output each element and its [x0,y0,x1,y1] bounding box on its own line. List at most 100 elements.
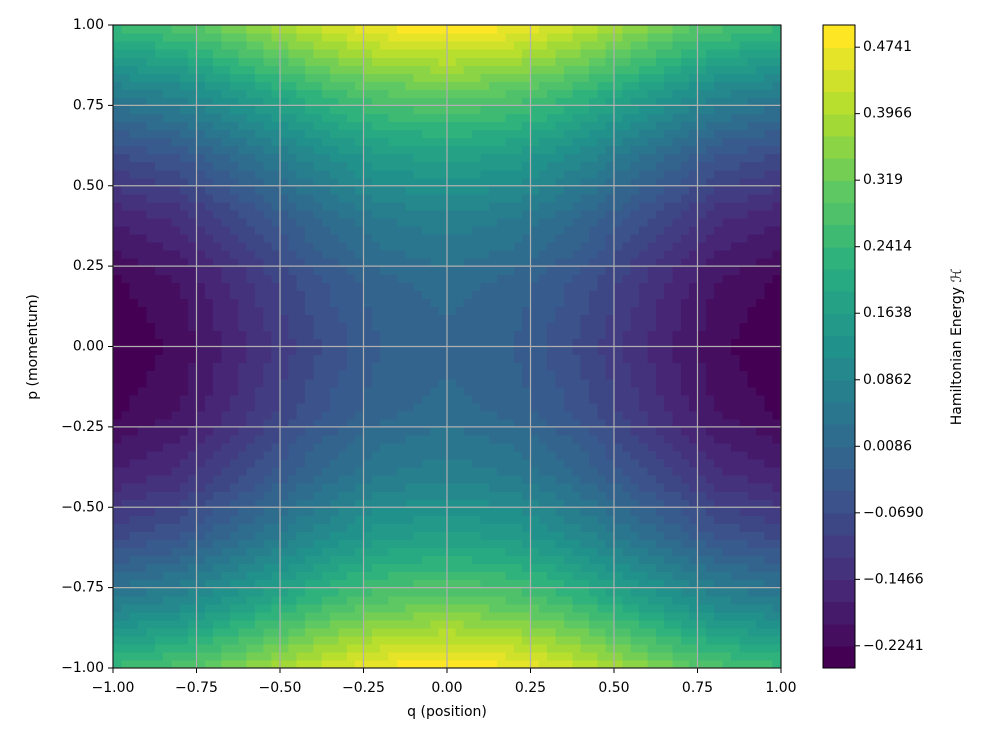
contour-cell [680,595,690,605]
contour-cell [221,410,231,420]
contour-cell [555,354,565,364]
contour-cell [305,459,314,468]
contour-cell [371,290,381,299]
contour-cell [313,579,323,589]
contour-cell [288,314,298,323]
contour-cell [588,346,598,356]
contour-cell [204,442,214,452]
contour-cell [488,563,498,573]
contour-cell [630,459,640,468]
contour-cell [254,209,264,219]
contour-cell [121,402,131,412]
contour-cell [296,523,306,532]
contour-cell [480,185,490,195]
contour-cell [605,603,615,613]
contour-cell [163,651,173,661]
contour-cell [213,378,223,388]
contour-cell [221,378,231,388]
contour-cell [680,217,690,227]
contour-cell [572,595,582,605]
contour-cell [563,169,573,179]
contour-cell [229,370,239,380]
contour-cell [463,475,473,484]
contour-cell [405,579,415,589]
contour-cell [538,346,548,356]
contour-cell [605,459,615,468]
contour-cell [538,507,548,516]
contour-cell [305,201,314,211]
contour-cell [622,161,632,171]
contour-cell [246,563,256,573]
contour-cell [497,475,507,484]
contour-cell [513,450,523,460]
contour-cell [522,201,532,211]
contour-cell [488,499,498,508]
contour-cell [630,635,640,645]
contour-cell [555,507,565,516]
contour-cell [455,258,465,267]
contour-cell [547,282,557,291]
contour-cell [396,258,406,267]
contour-cell [154,354,164,364]
contour-cell [163,201,173,211]
contour-cell [655,467,665,476]
contour-cell [430,563,440,573]
contour-cell [313,619,323,629]
contour-cell [396,467,406,476]
contour-cell [563,314,573,323]
contour-cell [388,611,398,621]
contour-cell [697,571,707,581]
contour-cell [171,378,181,388]
contour-cell [547,233,557,243]
contour-cell [739,266,749,275]
contour-cell [263,434,273,444]
contour-cell [572,643,582,653]
contour-cell [113,209,122,219]
contour-cell [597,434,607,444]
contour-cell [513,201,523,211]
contour-cell [580,185,590,195]
contour-cell [296,185,306,195]
contour-cell [739,258,749,267]
contour-cell [271,258,281,267]
contour-cell [547,177,557,187]
contour-cell [213,659,223,669]
contour-cell [538,266,548,275]
contour-cell [154,491,164,500]
contour-cell [313,290,323,299]
contour-cell [455,442,465,452]
contour-cell [213,266,223,275]
contour-cell [647,523,657,532]
contour-cell [421,475,431,484]
contour-cell [121,531,131,540]
contour-cell [530,611,540,621]
contour-cell [363,306,373,315]
contour-cell [547,563,557,573]
contour-cell [204,611,214,621]
contour-cell [463,483,473,492]
contour-cell [714,298,724,307]
contour-cell [572,169,582,179]
contour-cell [563,651,573,661]
contour-cell [305,587,314,597]
contour-cell [772,426,782,436]
contour-cell [363,611,373,621]
contour-cell [563,659,573,669]
contour-cell [447,587,456,597]
contour-cell [755,459,765,468]
contour-cell [238,177,248,187]
contour-cell [321,378,331,388]
contour-cell [664,499,674,508]
contour-cell [305,410,314,420]
contour-cell [764,258,774,267]
contour-cell [480,258,490,267]
contour-cell [380,274,390,283]
contour-cell [254,161,264,171]
contour-cell [463,177,473,187]
contour-cell [371,193,381,203]
contour-cell [672,274,682,283]
contour-cell [730,515,740,524]
contour-cell [213,426,223,436]
contour-cell [321,402,331,412]
